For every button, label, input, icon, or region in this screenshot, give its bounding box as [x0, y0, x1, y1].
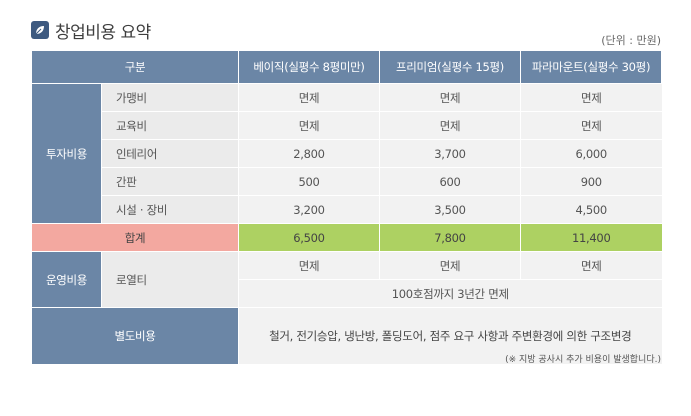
table-cell: 면제 — [520, 111, 662, 140]
table-cell: 6,000 — [520, 139, 662, 168]
unit-label: (단위 : 만원) — [601, 34, 661, 47]
header-plan-basic: 베이직(실평수 8평미만) — [238, 50, 380, 84]
table-cell: 면제 — [379, 111, 521, 140]
table-cell: 900 — [520, 167, 662, 196]
leaf-icon — [31, 21, 49, 39]
table-row: 운영비용 로열티 면제 면제 면제 — [31, 251, 662, 308]
table-row: 인테리어 2,800 3,700 6,000 — [32, 139, 662, 168]
table-cell: 3,500 — [379, 195, 521, 224]
total-row: 합계 6,500 7,800 11,400 — [31, 223, 662, 252]
header-category: 구분 — [31, 50, 239, 84]
table-cell: 면제 — [238, 83, 380, 112]
row-label: 가맹비 — [101, 83, 239, 112]
page-title: 창업비용 요약 — [55, 22, 151, 43]
royalty-note: 100호점까지 3년간 면제 — [238, 279, 662, 308]
table-row: 간판 500 600 900 — [32, 167, 662, 196]
table-row: 100호점까지 3년간 면제 — [32, 279, 662, 308]
header-plan-premium: 프리미엄(실평수 15평) — [379, 50, 521, 84]
footnote: (※ 지방 공사시 추가 비용이 발생합니다.) — [505, 355, 661, 365]
extra-group-label: 별도비용 — [31, 307, 239, 365]
header-plan-paramount: 파라마운트(실평수 30평) — [520, 50, 662, 84]
operating-group-label: 운영비용 — [31, 251, 102, 308]
row-label: 간판 — [101, 167, 239, 196]
row-label: 시설 · 장비 — [101, 195, 239, 224]
table-cell: 면제 — [238, 111, 380, 140]
extra-cost-text: 철거, 전기승압, 냉난방, 폴딩도어, 점주 요구 사항과 주변환경에 의한 … — [238, 307, 662, 365]
table-cell: 면제 — [379, 83, 521, 112]
total-value: 7,800 — [379, 223, 521, 252]
total-value: 6,500 — [238, 223, 380, 252]
table-row: 시설 · 장비 3,200 3,500 4,500 — [32, 195, 662, 224]
total-label: 합계 — [31, 223, 239, 252]
table-cell: 면제 — [238, 251, 380, 280]
section-title: 창업비용 요약 — [31, 19, 151, 43]
table-cell: 면제 — [379, 251, 521, 280]
extra-cost-row: 별도비용 철거, 전기승압, 냉난방, 폴딩도어, 점주 요구 사항과 주변환경… — [31, 307, 662, 365]
row-label: 인테리어 — [101, 139, 239, 168]
table-cell: 600 — [379, 167, 521, 196]
table-row: 투자비용 가맹비 면제 면제 면제 — [31, 83, 662, 224]
table-cell: 3,200 — [238, 195, 380, 224]
table-cell: 면제 — [520, 83, 662, 112]
investment-group-label: 투자비용 — [31, 83, 102, 224]
table-cell: 2,800 — [238, 139, 380, 168]
table-cell: 4,500 — [520, 195, 662, 224]
table-cell: 3,700 — [379, 139, 521, 168]
table-cell: 면제 — [520, 251, 662, 280]
total-value: 11,400 — [520, 223, 662, 252]
row-label: 로열티 — [101, 251, 239, 308]
row-label: 교육비 — [101, 111, 239, 140]
table-row: 교육비 면제 면제 면제 — [32, 111, 662, 140]
table-header-row: 구분 베이직(실평수 8평미만) 프리미엄(실평수 15평) 파라마운트(실평수… — [31, 50, 662, 84]
cost-table: 구분 베이직(실평수 8평미만) 프리미엄(실평수 15평) 파라마운트(실평수… — [31, 50, 662, 365]
table-cell: 500 — [238, 167, 380, 196]
